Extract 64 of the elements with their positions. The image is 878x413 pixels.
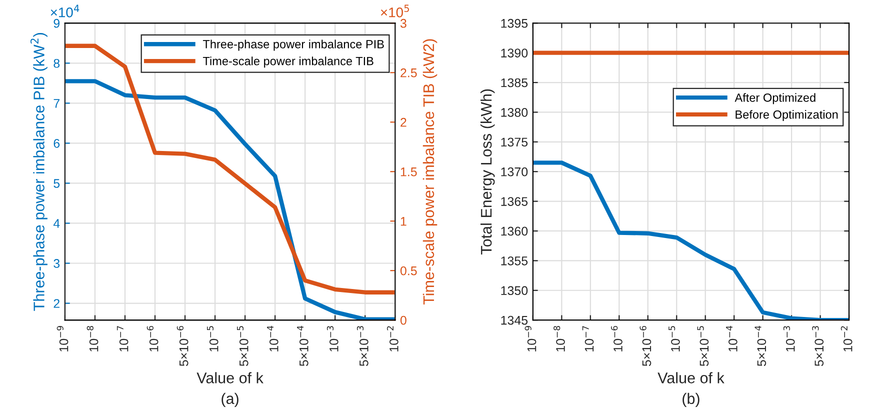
text: ×10$^{4}$: [50, 4, 80, 18]
x-tick-label: 5×10$^{−6}$: [640, 326, 652, 366]
line-series: [64, 79, 396, 320]
x-tick-label: 10$^{−4}$: [267, 326, 278, 352]
y-tick-label: 1350: [501, 286, 528, 296]
x-tick-label: 5×10$^{−3}$: [356, 326, 368, 366]
x-tick-label: 10$^{−5}$: [668, 326, 680, 352]
x-tick-label: 10$^{−2}$: [386, 326, 398, 352]
x-tick-label: 10$^{−2}$: [840, 326, 852, 352]
x-tick-label: 10$^{−3}$: [326, 326, 338, 352]
x-tick-label: 10$^{−5}$: [207, 326, 218, 352]
x-tick-label: 10$^{−9}$: [56, 326, 68, 352]
y-tick-label: 1370: [501, 167, 528, 176]
x-tick-label: 10$^{−7}$: [582, 326, 594, 352]
y2-tick-label: 1: [400, 217, 406, 226]
x-tick-label: 5×10$^{−5}$: [237, 326, 248, 366]
y-tick-label: 1390: [501, 48, 528, 58]
legend-label: Three-phase power imbalance PIB: [202, 40, 384, 51]
y-tick-label: 7: [54, 99, 60, 108]
y-tick-label: 1355: [501, 256, 528, 266]
text: (a): [222, 392, 238, 408]
y-tick-label: 1375: [501, 138, 528, 147]
x-tick-label: 10$^{−8}$: [554, 326, 565, 352]
y-tick-label: 9: [54, 18, 60, 28]
y-tick-label: 5: [54, 179, 60, 188]
x-tick-label: 10$^{−6}$: [146, 326, 158, 352]
x-tick-label: 10$^{−7}$: [116, 326, 128, 352]
y-tick-label: 1365: [501, 197, 528, 206]
y2-tick-label: 2: [400, 118, 406, 127]
x-tick-label: 10$^{−8}$: [86, 326, 98, 352]
y2-tick-label: 0.5: [400, 266, 417, 276]
y-tick-label: 1380: [501, 108, 528, 117]
legend-label: After Optimized: [734, 93, 816, 104]
y-tick-label: 1345: [501, 316, 528, 325]
y-tick-label: 1385: [501, 78, 528, 88]
x-axis-title: Value of k: [658, 372, 724, 384]
y-tick-label: 8: [54, 58, 60, 68]
y2-axis-title: Time-scale power imbalance TIB (kW2): [422, 39, 438, 305]
y-tick-label: 2: [54, 299, 60, 308]
x-tick-label: 10$^{−4}$: [726, 326, 738, 352]
x-tick-label: 5×10$^{−6}$: [176, 326, 188, 366]
y2-tick-label: 3: [400, 18, 406, 28]
legend-label: Time-scale power imbalance TIB: [202, 56, 374, 68]
x-tick-label: 5×10$^{−4}$: [297, 326, 308, 366]
x-tick-label: 10$^{−3}$: [783, 326, 795, 352]
y-tick-label: 6: [54, 138, 60, 148]
y-tick-label: 3: [54, 259, 60, 268]
text: (b): [682, 392, 700, 408]
y2-tick-label: 2.5: [400, 68, 417, 78]
x-tick-label: 5×10$^{−5}$: [697, 326, 709, 366]
legend-label: Before Optimization: [736, 110, 838, 122]
y-axis-title: Three-phase power imbalance PIB (kW$^{2}$): [30, 33, 48, 311]
y-tick-label: 1360: [501, 226, 528, 236]
y-tick-label: 4: [53, 219, 60, 228]
y-tick-label: 1395: [501, 18, 528, 28]
x-tick-label: 5×10$^{−4}$: [754, 326, 766, 366]
x-tick-label: 5×10$^{−3}$: [812, 326, 824, 366]
y-axis-title: Total Energy Loss (kWh): [480, 89, 495, 254]
y2-tick-label: 0: [400, 316, 406, 325]
text: ×10$^{5}$: [380, 4, 409, 18]
y2-tick-label: 1.5: [400, 168, 417, 176]
x-tick-label: 10$^{−6}$: [611, 326, 622, 352]
x-axis-title: Value of k: [196, 372, 264, 384]
x-tick-label: 10$^{−9}$: [524, 326, 536, 352]
